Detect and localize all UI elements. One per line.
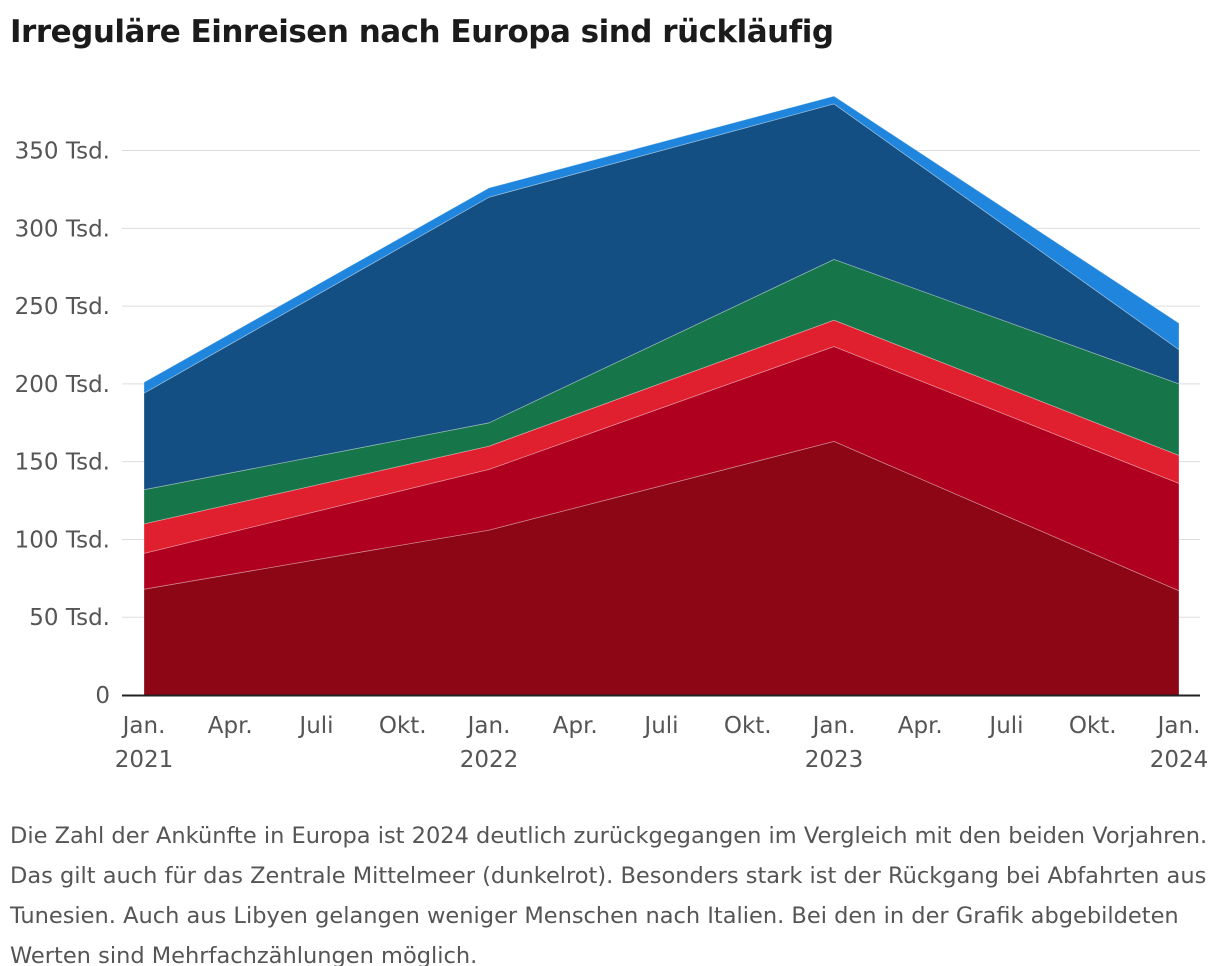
x-tick-label: Jan. [121,713,166,739]
y-tick-label: 250 Tsd. [15,294,110,320]
x-tick-label: Jan. [811,713,856,739]
chart-caption: Die Zahl der Ankünfte in Europa ist 2024… [10,823,1208,966]
area-series [143,95,1180,696]
x-tick-label: Okt. [379,713,427,739]
x-tick-year-label: 2024 [1150,747,1209,773]
area-series-6 [143,95,1180,394]
x-tick-year-label: 2023 [805,747,864,773]
y-tick-label: 150 Tsd. [15,450,110,476]
x-tick-label: Apr. [553,713,598,739]
x-tick-label: Okt. [1069,713,1117,739]
x-tick-label: Jan. [466,713,511,739]
x-tick-label: Juli [297,713,333,739]
x-tick-label: Apr. [208,713,253,739]
x-tick-year-label: 2022 [460,747,519,773]
y-tick-label: 0 [95,683,110,709]
chart-title: Irreguläre Einreisen nach Europa sind rü… [10,14,834,50]
y-tick-label: 350 Tsd. [15,139,110,165]
y-tick-label: 300 Tsd. [15,216,110,242]
y-tick-label: 100 Tsd. [15,527,110,553]
y-axis-ticks: 0 50 Tsd. 100 Tsd. 150 Tsd. 200 Tsd. 250 Tsd.… [15,139,110,709]
x-tick-label: Okt. [724,713,772,739]
x-tick-label: Apr. [898,713,943,739]
x-tick-label: Juli [987,713,1023,739]
y-tick-label: 50 Tsd. [29,605,110,631]
x-tick-year-label: 2021 [115,747,174,773]
x-tick-label: Juli [642,713,678,739]
area-series-5 [143,103,1180,491]
x-axis-ticks: Jan. 2021 Apr. Juli Okt. Jan. 2022 Apr. Juli Okt.… [115,713,1209,773]
x-tick-label: Jan. [1156,713,1201,739]
stacked-area-chart: 0 50 Tsd. 100 Tsd. 150 Tsd. 200 Tsd. 250 Tsd.… [15,95,1209,773]
y-tick-label: 200 Tsd. [15,372,110,398]
